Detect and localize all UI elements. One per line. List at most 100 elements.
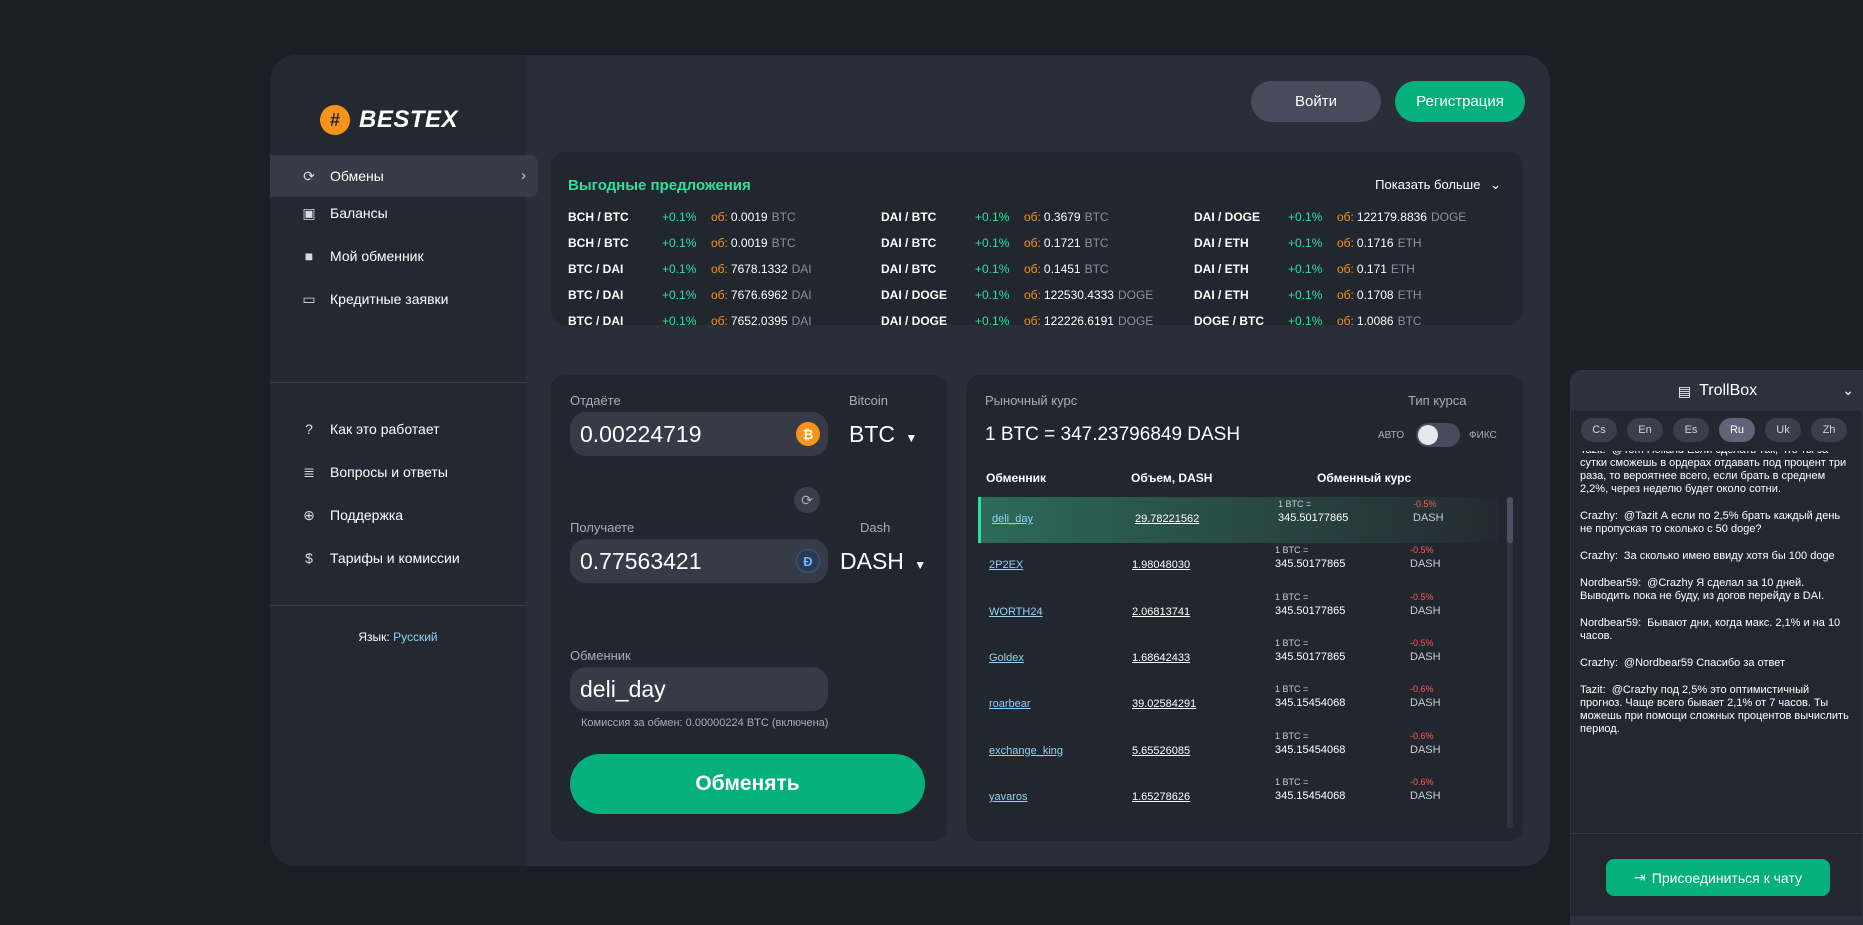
chat-username[interactable]: Nordbear59: bbox=[1580, 577, 1642, 589]
offer-row[interactable]: BTC / DAI +0.1% об: 7676.6962 DAI bbox=[568, 282, 812, 308]
offer-change: +0.1% bbox=[975, 236, 1010, 250]
give-amount-input[interactable]: 0.00224719 ₿ bbox=[570, 412, 828, 456]
rate-change: -0.5% bbox=[1410, 637, 1434, 648]
trollbox-messages[interactable]: Tazit:@Tom Holland Если сделать так, что… bbox=[1580, 451, 1852, 833]
chat-username[interactable]: Crazhy: bbox=[1580, 510, 1618, 522]
offer-volume-label: об: bbox=[711, 288, 728, 302]
offer-row[interactable]: BTC / DAI +0.1% об: 7678.1332 DAI bbox=[568, 256, 812, 282]
scrollbar-thumb[interactable] bbox=[1507, 497, 1513, 543]
chevron-right-icon: › bbox=[521, 167, 526, 184]
sidebar-item-fees[interactable]: $ Тарифы и комиссии bbox=[270, 537, 538, 579]
toggle-auto-label: АВТО bbox=[1378, 430, 1405, 441]
scrollbar[interactable] bbox=[1507, 497, 1513, 828]
exchanger-name-link[interactable]: exchange_king bbox=[989, 744, 1064, 757]
get-currency-code: DASH bbox=[840, 548, 904, 574]
offer-volume-label: об: bbox=[711, 236, 728, 250]
get-currency-select[interactable]: DASH ▼ bbox=[840, 548, 926, 575]
chat-username[interactable]: Crazhy: bbox=[1580, 657, 1618, 669]
sidebar-item-support[interactable]: ⊕ Поддержка bbox=[270, 494, 538, 536]
offer-row[interactable]: BCH / BTC +0.1% об: 0.0019 BTC bbox=[568, 230, 812, 256]
give-currency-select[interactable]: BTC ▼ bbox=[849, 421, 917, 448]
join-chat-button[interactable]: ⇥ Присоединиться к чату bbox=[1606, 859, 1830, 896]
register-button[interactable]: Регистрация bbox=[1395, 81, 1525, 122]
offer-change: +0.1% bbox=[1288, 210, 1323, 224]
offer-row[interactable]: DAI / ETH +0.1% об: 0.1708 ETH bbox=[1194, 282, 1466, 308]
offer-row[interactable]: DOGE / BTC +0.1% об: 1.0086 BTC bbox=[1194, 308, 1466, 334]
offer-row[interactable]: DAI / DOGE +0.1% об: 122179.8836 DOGE bbox=[1194, 204, 1466, 230]
offer-row[interactable]: DAI / ETH +0.1% об: 0.1716 ETH bbox=[1194, 230, 1466, 256]
chevron-down-icon[interactable]: ⌄ bbox=[1842, 382, 1854, 398]
language-tab-zh[interactable]: Zh bbox=[1811, 418, 1847, 442]
exchanger-input[interactable]: deli_day bbox=[570, 667, 828, 711]
offer-volume: 0.171 bbox=[1356, 262, 1387, 276]
exchanger-row[interactable]: 2P2EX 1.98048030 1 BTC = 345.50177865 -0.5% D… bbox=[978, 543, 1498, 589]
offer-row[interactable]: DAI / DOGE +0.1% об: 122226.6191 DOGE bbox=[881, 308, 1153, 334]
sidebar-item-balances[interactable]: ▣ Балансы bbox=[270, 192, 538, 234]
language-tab-cs[interactable]: Cs bbox=[1581, 418, 1617, 442]
chat-text: @Nordbear59 Спасибо за ответ bbox=[1623, 657, 1786, 669]
sidebar-item-my-exchanger[interactable]: ■ Мой обменник bbox=[270, 235, 538, 277]
offer-change: +0.1% bbox=[975, 262, 1010, 276]
rate-value: 345.50177865 bbox=[1275, 604, 1346, 617]
offer-currency: BTC bbox=[771, 210, 796, 224]
exchanger-row[interactable]: yavaros 1.65278626 1 BTC = 345.15454068 -0.6… bbox=[978, 775, 1498, 821]
sidebar-item-label: Как это работает bbox=[330, 421, 440, 437]
chat-message: Crazhy: @Nordbear59 Спасибо за ответ bbox=[1580, 657, 1852, 670]
sidebar-item-exchanges[interactable]: ⟳ Обмены › bbox=[270, 155, 538, 197]
exchanger-name-link[interactable]: yavaros bbox=[989, 790, 1028, 803]
sidebar-item-how-it-works[interactable]: ? Как это работает bbox=[270, 408, 538, 450]
offer-volume-label: об: bbox=[1024, 314, 1041, 328]
exchanger-volume: 5.65526085 bbox=[1132, 744, 1191, 757]
offer-row[interactable]: DAI / BTC +0.1% об: 0.3679 BTC bbox=[881, 204, 1153, 230]
offer-change: +0.1% bbox=[662, 262, 697, 276]
exchanger-name-link[interactable]: WORTH24 bbox=[989, 605, 1043, 618]
exchanger-volume: 1.65278626 bbox=[1132, 790, 1191, 803]
offer-volume-label: об: bbox=[1337, 262, 1354, 276]
exchanger-row[interactable]: exchange_king 5.65526085 1 BTC = 345.154540… bbox=[978, 729, 1498, 775]
get-amount-input[interactable]: 0.77563421 Đ bbox=[570, 539, 828, 583]
chat-username[interactable]: Nordbear59: bbox=[1580, 617, 1642, 629]
sidebar-item-credit-requests[interactable]: ▭ Кредитные заявки bbox=[270, 278, 538, 320]
exchanger-name-link[interactable]: Goldex bbox=[989, 651, 1024, 664]
language-link[interactable]: Русский bbox=[393, 630, 438, 644]
offer-change: +0.1% bbox=[1288, 236, 1323, 250]
offer-row[interactable]: BCH / BTC +0.1% об: 0.0019 BTC bbox=[568, 204, 812, 230]
language-tab-ru[interactable]: Ru bbox=[1719, 418, 1755, 442]
chat-icon: ▤ bbox=[1677, 382, 1692, 399]
exchanger-row[interactable]: deli_day 29.78221562 1 BTC = 345.50177865 -0… bbox=[978, 497, 1498, 543]
chat-username[interactable]: Crazhy: bbox=[1580, 550, 1618, 562]
exchange-submit-button[interactable]: Обменять bbox=[570, 754, 925, 814]
exchanger-name-link[interactable]: 2P2EX bbox=[989, 559, 1024, 572]
language-tab-en[interactable]: En bbox=[1627, 418, 1663, 442]
exchanger-name-link[interactable]: deli_day bbox=[992, 513, 1033, 525]
offer-row[interactable]: BTC / DAI +0.1% об: 7652.0395 DAI bbox=[568, 308, 812, 334]
messages-list: Tazit:@Tom Holland Если сделать так, что… bbox=[1580, 451, 1852, 736]
sidebar-item-label: Кредитные заявки bbox=[330, 291, 449, 307]
offer-volume-label: об: bbox=[711, 314, 728, 328]
show-more-button[interactable]: Показать больше ⌄ bbox=[1375, 177, 1501, 193]
exchanger-volume: 1.98048030 bbox=[1132, 559, 1191, 572]
rate-currency: DASH bbox=[1410, 604, 1441, 617]
exchanger-row[interactable]: roarbear 39.02584291 1 BTC = 345.15454068 -0… bbox=[978, 682, 1498, 728]
sidebar-item-faq[interactable]: ≣ Вопросы и ответы bbox=[270, 451, 538, 493]
exchanger-row[interactable]: Goldex 1.68642433 1 BTC = 345.50177865 -0.5%… bbox=[978, 636, 1498, 682]
exchanger-row[interactable]: WORTH24 2.06813741 1 BTC = 345.50177865 -0.5… bbox=[978, 590, 1498, 636]
offer-row[interactable]: DAI / ETH +0.1% об: 0.171 ETH bbox=[1194, 256, 1466, 282]
chat-username[interactable]: Tazit: bbox=[1580, 684, 1606, 696]
exchanger-name-link[interactable]: roarbear bbox=[989, 698, 1031, 711]
rate-currency: DASH bbox=[1410, 650, 1441, 663]
language-tab-uk[interactable]: Uk bbox=[1765, 418, 1801, 442]
exchanger-volume: 2.06813741 bbox=[1132, 605, 1191, 618]
login-button[interactable]: Войти bbox=[1251, 81, 1381, 122]
language-tab-es[interactable]: Es bbox=[1673, 418, 1709, 442]
offer-row[interactable]: DAI / BTC +0.1% об: 0.1451 BTC bbox=[881, 256, 1153, 282]
offer-row[interactable]: DAI / DOGE +0.1% об: 122530.4333 DOGE bbox=[881, 282, 1153, 308]
offers-panel: Выгодные предложения Показать больше ⌄ B… bbox=[551, 152, 1523, 328]
offer-row[interactable]: DAI / BTC +0.1% об: 0.1721 BTC bbox=[881, 230, 1153, 256]
chat-username[interactable]: Tazit: bbox=[1580, 451, 1606, 456]
logo[interactable]: # BESTEX bbox=[320, 105, 458, 135]
swap-icon[interactable]: ⟳ bbox=[794, 487, 820, 513]
briefcase-icon: ■ bbox=[304, 248, 314, 264]
rate-type-toggle[interactable] bbox=[1416, 423, 1460, 447]
